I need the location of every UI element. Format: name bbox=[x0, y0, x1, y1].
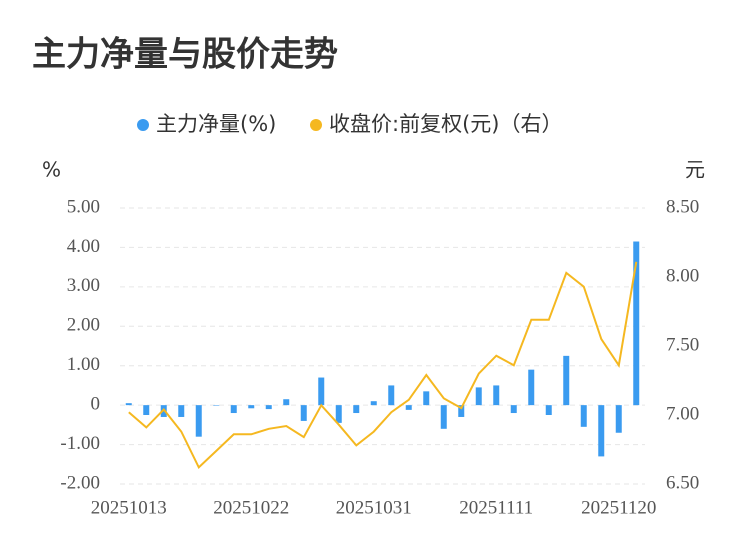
y2-tick-label: 8.00 bbox=[666, 265, 699, 286]
x-tick-label: 20251120 bbox=[581, 497, 656, 518]
y-tick-label: 1.00 bbox=[67, 354, 100, 375]
bar bbox=[230, 405, 237, 414]
bar bbox=[318, 377, 325, 406]
bar bbox=[458, 405, 465, 417]
y-tick-label: -2.00 bbox=[60, 472, 100, 493]
bar bbox=[545, 405, 552, 415]
y2-tick-label: 6.50 bbox=[666, 472, 699, 493]
y2-axis-label: 元 bbox=[685, 158, 705, 182]
bar bbox=[125, 403, 132, 406]
bar bbox=[440, 405, 447, 429]
bar bbox=[528, 369, 535, 406]
bar bbox=[615, 405, 622, 433]
bar bbox=[493, 385, 500, 406]
bar bbox=[178, 405, 185, 417]
bar bbox=[213, 405, 220, 406]
bar bbox=[510, 405, 517, 414]
x-tick-label: 20251111 bbox=[459, 497, 533, 518]
bar bbox=[335, 405, 342, 423]
y-tick-label: 5.00 bbox=[67, 196, 100, 217]
bar bbox=[475, 387, 482, 406]
bar bbox=[633, 241, 640, 406]
bar bbox=[370, 401, 377, 406]
legend-marker bbox=[310, 119, 322, 131]
x-tick-label: 20251022 bbox=[213, 497, 289, 518]
y-tick-label: -1.00 bbox=[60, 433, 100, 454]
bar bbox=[563, 355, 570, 406]
legend-label: 主力净量(%) bbox=[156, 112, 276, 136]
x-tick-label: 20251031 bbox=[336, 497, 412, 518]
y2-tick-label: 8.50 bbox=[666, 196, 699, 217]
bar bbox=[300, 405, 307, 421]
legend-marker bbox=[137, 119, 149, 131]
y-tick-label: 0 bbox=[91, 394, 101, 415]
bar bbox=[405, 405, 412, 410]
bar bbox=[580, 405, 587, 427]
price-line bbox=[128, 261, 638, 470]
bar bbox=[388, 385, 395, 406]
bar bbox=[423, 391, 430, 406]
bar bbox=[353, 405, 360, 414]
y-tick-label: 4.00 bbox=[67, 236, 100, 257]
y-tick-label: 2.00 bbox=[67, 315, 100, 336]
bar bbox=[265, 405, 272, 410]
x-tick-label: 20251013 bbox=[91, 497, 167, 518]
bar bbox=[248, 405, 255, 409]
bar bbox=[283, 399, 290, 406]
y-tick-label: 3.00 bbox=[67, 275, 100, 296]
bar bbox=[143, 405, 150, 415]
bar bbox=[160, 405, 167, 417]
bar bbox=[598, 405, 605, 457]
y-axis-label: % bbox=[42, 158, 61, 182]
y2-tick-label: 7.50 bbox=[666, 334, 699, 355]
legend-label: 收盘价:前复权(元)（右） bbox=[329, 112, 562, 136]
y2-tick-label: 7.00 bbox=[666, 403, 699, 424]
bar bbox=[195, 405, 202, 437]
chart-title: 主力净量与股价走势 bbox=[32, 35, 338, 75]
